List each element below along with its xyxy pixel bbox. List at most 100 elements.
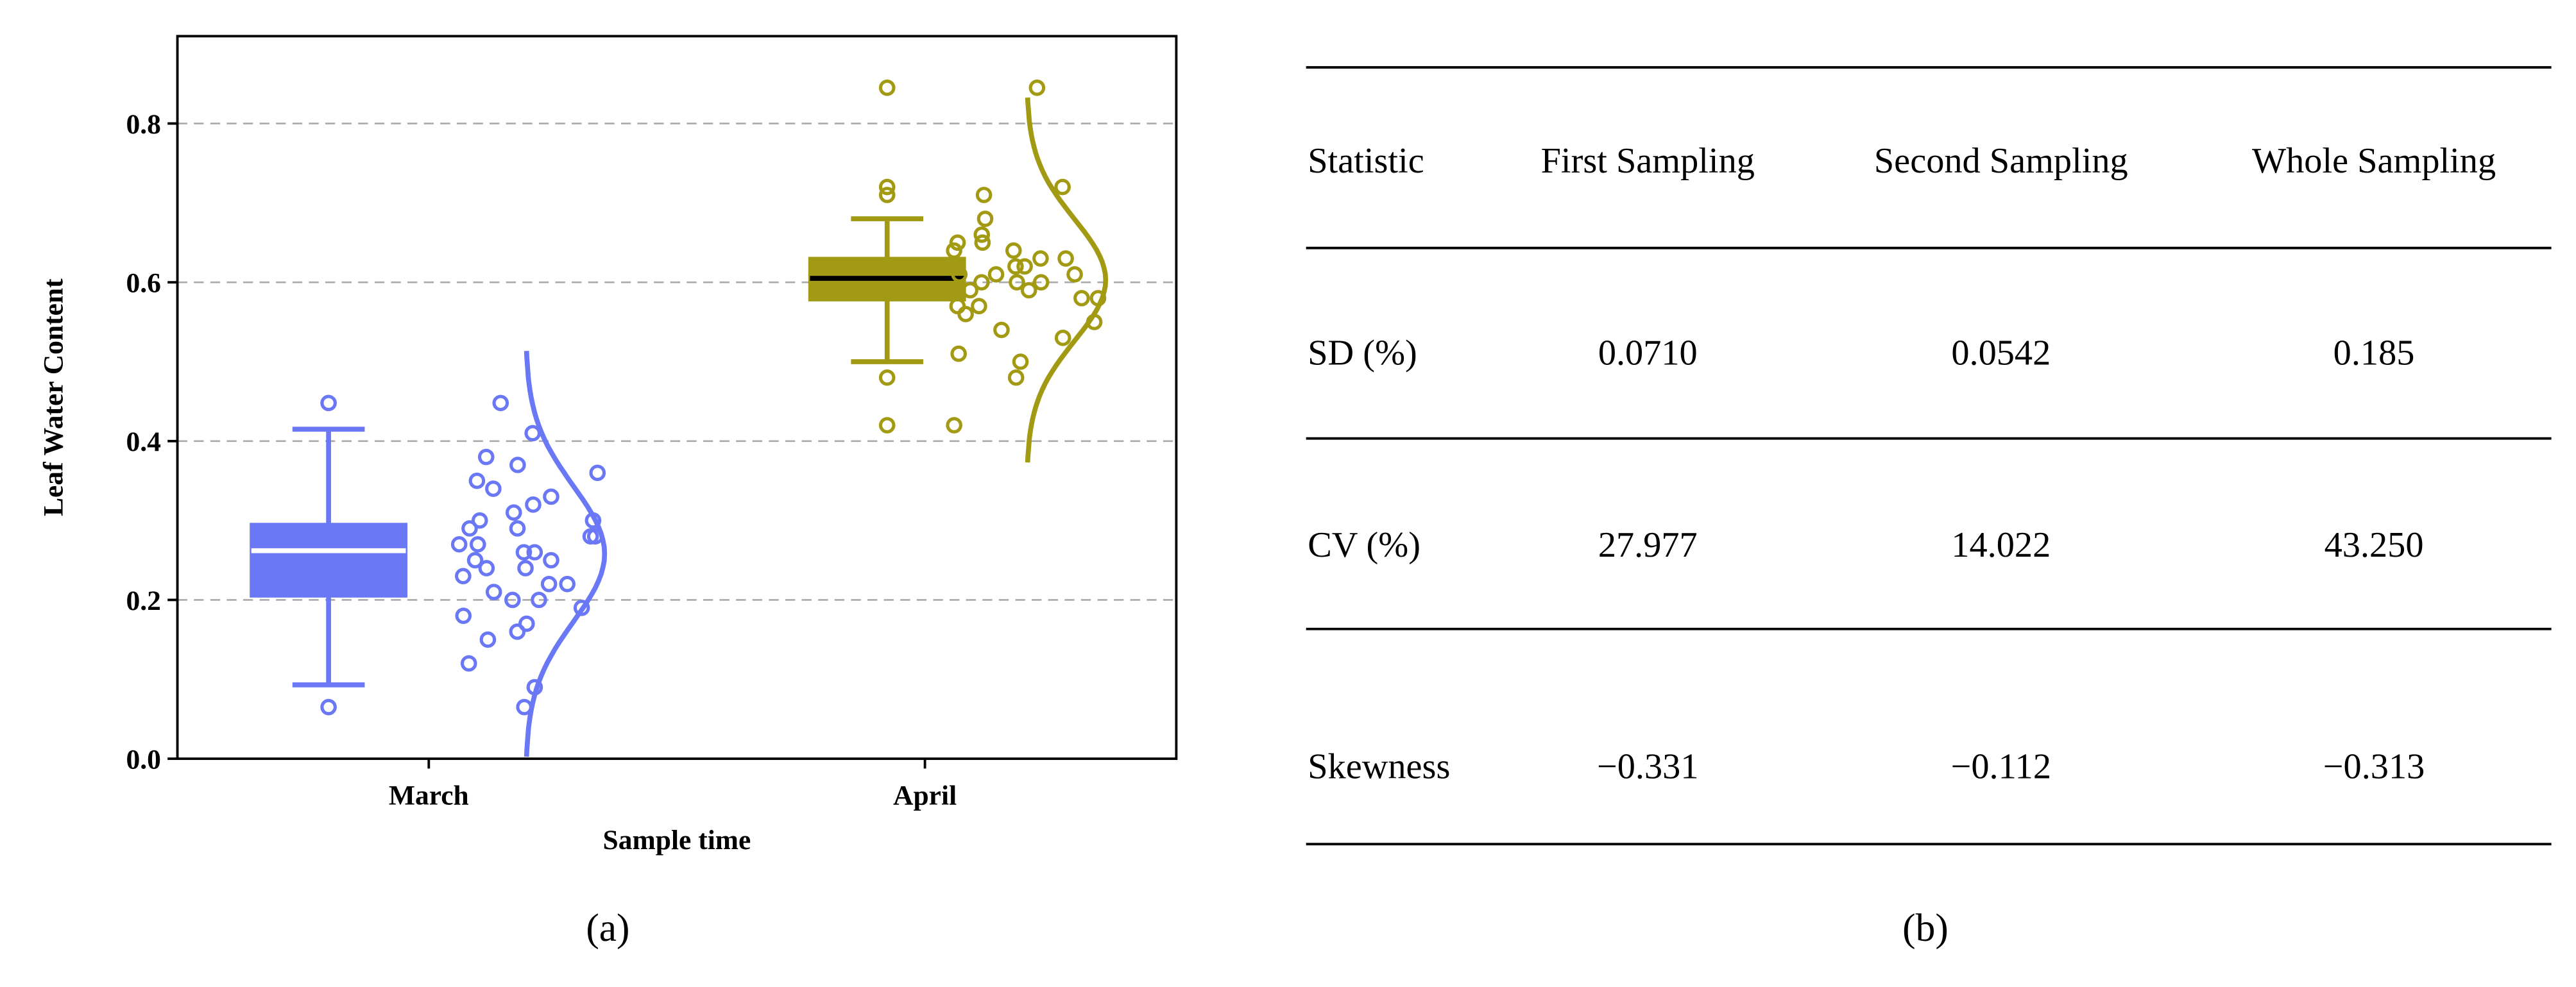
point bbox=[987, 266, 1005, 283]
panel-label: (a) bbox=[586, 906, 629, 950]
table-cell: −0.313 bbox=[2323, 747, 2425, 787]
point bbox=[531, 591, 547, 609]
point bbox=[504, 591, 521, 609]
y-tick-label: 0.2 bbox=[126, 586, 161, 616]
point bbox=[1016, 258, 1033, 275]
point bbox=[543, 552, 559, 569]
density-curve bbox=[1025, 97, 1109, 463]
table-cell: 0.0710 bbox=[1598, 333, 1698, 373]
point bbox=[1066, 266, 1083, 283]
table-cell: −0.112 bbox=[1951, 747, 2051, 787]
point bbox=[573, 599, 590, 616]
point bbox=[509, 457, 526, 473]
point bbox=[950, 345, 968, 362]
point bbox=[455, 607, 472, 624]
point bbox=[492, 394, 509, 412]
point bbox=[1028, 80, 1046, 96]
outlier bbox=[320, 698, 337, 716]
x-tick-label: March bbox=[389, 780, 469, 811]
table-cell: 0.185 bbox=[2333, 333, 2415, 373]
point bbox=[1054, 178, 1071, 196]
table-cell: −0.331 bbox=[1597, 747, 1699, 787]
point bbox=[973, 274, 990, 291]
point bbox=[477, 448, 495, 466]
point bbox=[461, 520, 478, 537]
x-axis-label: Sample time bbox=[603, 825, 751, 856]
point bbox=[975, 187, 993, 203]
point bbox=[479, 631, 497, 648]
point bbox=[1005, 242, 1022, 259]
point bbox=[946, 242, 962, 259]
y-axis-label: Leaf Water Content bbox=[38, 278, 69, 516]
point bbox=[468, 472, 486, 489]
point bbox=[1073, 290, 1090, 307]
x-tick-label: April bbox=[893, 780, 957, 811]
point bbox=[505, 504, 522, 521]
point bbox=[951, 266, 968, 283]
point bbox=[1032, 274, 1050, 291]
point bbox=[466, 552, 484, 569]
table-header: Second Sampling bbox=[1874, 141, 2128, 181]
point bbox=[1007, 369, 1025, 386]
point bbox=[973, 226, 991, 243]
point bbox=[1057, 250, 1074, 267]
point bbox=[949, 298, 966, 315]
y-tick-label: 0.8 bbox=[126, 109, 161, 140]
density-curve bbox=[524, 351, 608, 757]
table-header: First Sampling bbox=[1541, 141, 1755, 181]
outlier bbox=[878, 178, 896, 196]
point bbox=[524, 425, 542, 442]
outlier bbox=[320, 394, 337, 412]
outlier bbox=[878, 369, 896, 386]
point bbox=[469, 536, 486, 553]
point bbox=[559, 575, 576, 593]
point bbox=[977, 210, 994, 227]
point bbox=[471, 512, 488, 529]
table-cell: CV (%) bbox=[1308, 525, 1420, 565]
point bbox=[949, 234, 966, 251]
point bbox=[460, 655, 477, 672]
point bbox=[485, 480, 502, 497]
point bbox=[993, 321, 1010, 339]
point bbox=[450, 536, 468, 553]
point bbox=[517, 560, 534, 577]
table-cell: SD (%) bbox=[1308, 333, 1417, 373]
point bbox=[518, 615, 535, 632]
point bbox=[1054, 330, 1071, 346]
point bbox=[957, 305, 974, 323]
point bbox=[543, 488, 559, 505]
y-tick-label: 0.0 bbox=[126, 744, 161, 775]
point bbox=[509, 623, 526, 640]
point bbox=[1020, 282, 1037, 299]
point bbox=[515, 544, 533, 561]
outlier bbox=[878, 187, 896, 203]
point bbox=[946, 417, 962, 434]
point bbox=[589, 464, 606, 482]
point bbox=[526, 544, 543, 561]
y-tick-label: 0.4 bbox=[126, 426, 161, 457]
plot-frame bbox=[176, 35, 1178, 760]
box bbox=[250, 523, 408, 598]
table-header: Statistic bbox=[1308, 141, 1424, 181]
point bbox=[478, 560, 495, 577]
table-cell: Skewness bbox=[1308, 747, 1450, 787]
outlier bbox=[878, 417, 896, 434]
point bbox=[485, 584, 502, 600]
table-header: Whole Sampling bbox=[2252, 141, 2496, 181]
y-tick-label: 0.6 bbox=[126, 268, 161, 299]
point bbox=[1009, 274, 1025, 291]
point bbox=[1012, 353, 1029, 370]
point bbox=[962, 282, 978, 299]
point bbox=[455, 568, 472, 585]
point bbox=[974, 234, 991, 251]
point bbox=[1007, 258, 1024, 275]
point bbox=[540, 575, 558, 593]
point bbox=[509, 520, 526, 537]
table-cell: 43.250 bbox=[2324, 525, 2424, 565]
table-cell: 14.022 bbox=[1951, 525, 2051, 565]
outlier bbox=[878, 80, 896, 96]
point bbox=[525, 496, 542, 513]
point bbox=[971, 298, 987, 315]
point bbox=[1032, 250, 1049, 267]
